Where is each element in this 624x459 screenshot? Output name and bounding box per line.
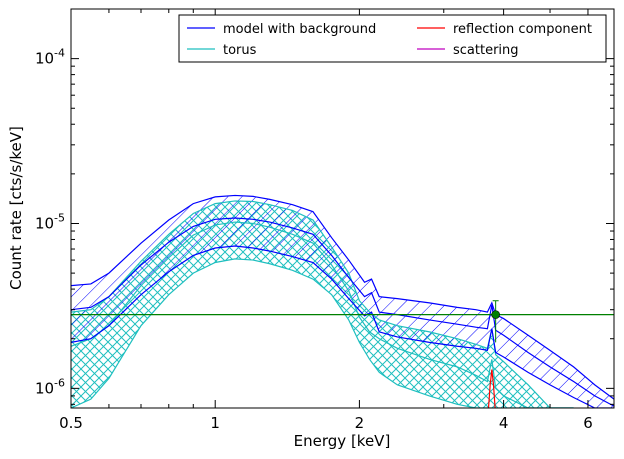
model-lower-line (71, 245, 614, 408)
data-point (491, 310, 500, 319)
y-tick-label: 10-6 (35, 376, 65, 397)
x-tick-label: 6 (583, 414, 593, 432)
legend-label-model: model with background (223, 22, 376, 37)
legend-label-reflection: reflection component (453, 22, 592, 37)
plot-area (71, 194, 614, 408)
plot-frame (70, 8, 615, 409)
model-median-line (71, 217, 614, 407)
x-tick-label: 1 (210, 414, 220, 432)
model-band (71, 195, 614, 408)
axis-ticks (70, 8, 614, 408)
x-tick-label: 2 (355, 414, 365, 432)
x-axis-label: Energy [keV] (294, 432, 391, 450)
y-tick-label: 10-5 (35, 211, 65, 232)
torus-lower-line (71, 258, 574, 408)
y-tick-labels: 10-6 10-5 10-4 (35, 47, 65, 398)
y-tick-label: 10-4 (35, 47, 65, 68)
x-tick-label: 0.5 (59, 414, 83, 432)
legend-frame (178, 14, 607, 63)
legend-label-torus: torus (223, 43, 257, 58)
y-axis-label: Count rate [cts/s/keV] (7, 126, 25, 290)
model-upper-line (71, 194, 614, 400)
reflection-line (487, 369, 496, 408)
x-tick-labels: 0.5 1 2 4 6 (59, 414, 593, 432)
legend: model with background torus reflection c… (178, 14, 607, 63)
legend-label-scattering: scattering (453, 43, 519, 58)
x-tick-label: 4 (499, 414, 509, 432)
